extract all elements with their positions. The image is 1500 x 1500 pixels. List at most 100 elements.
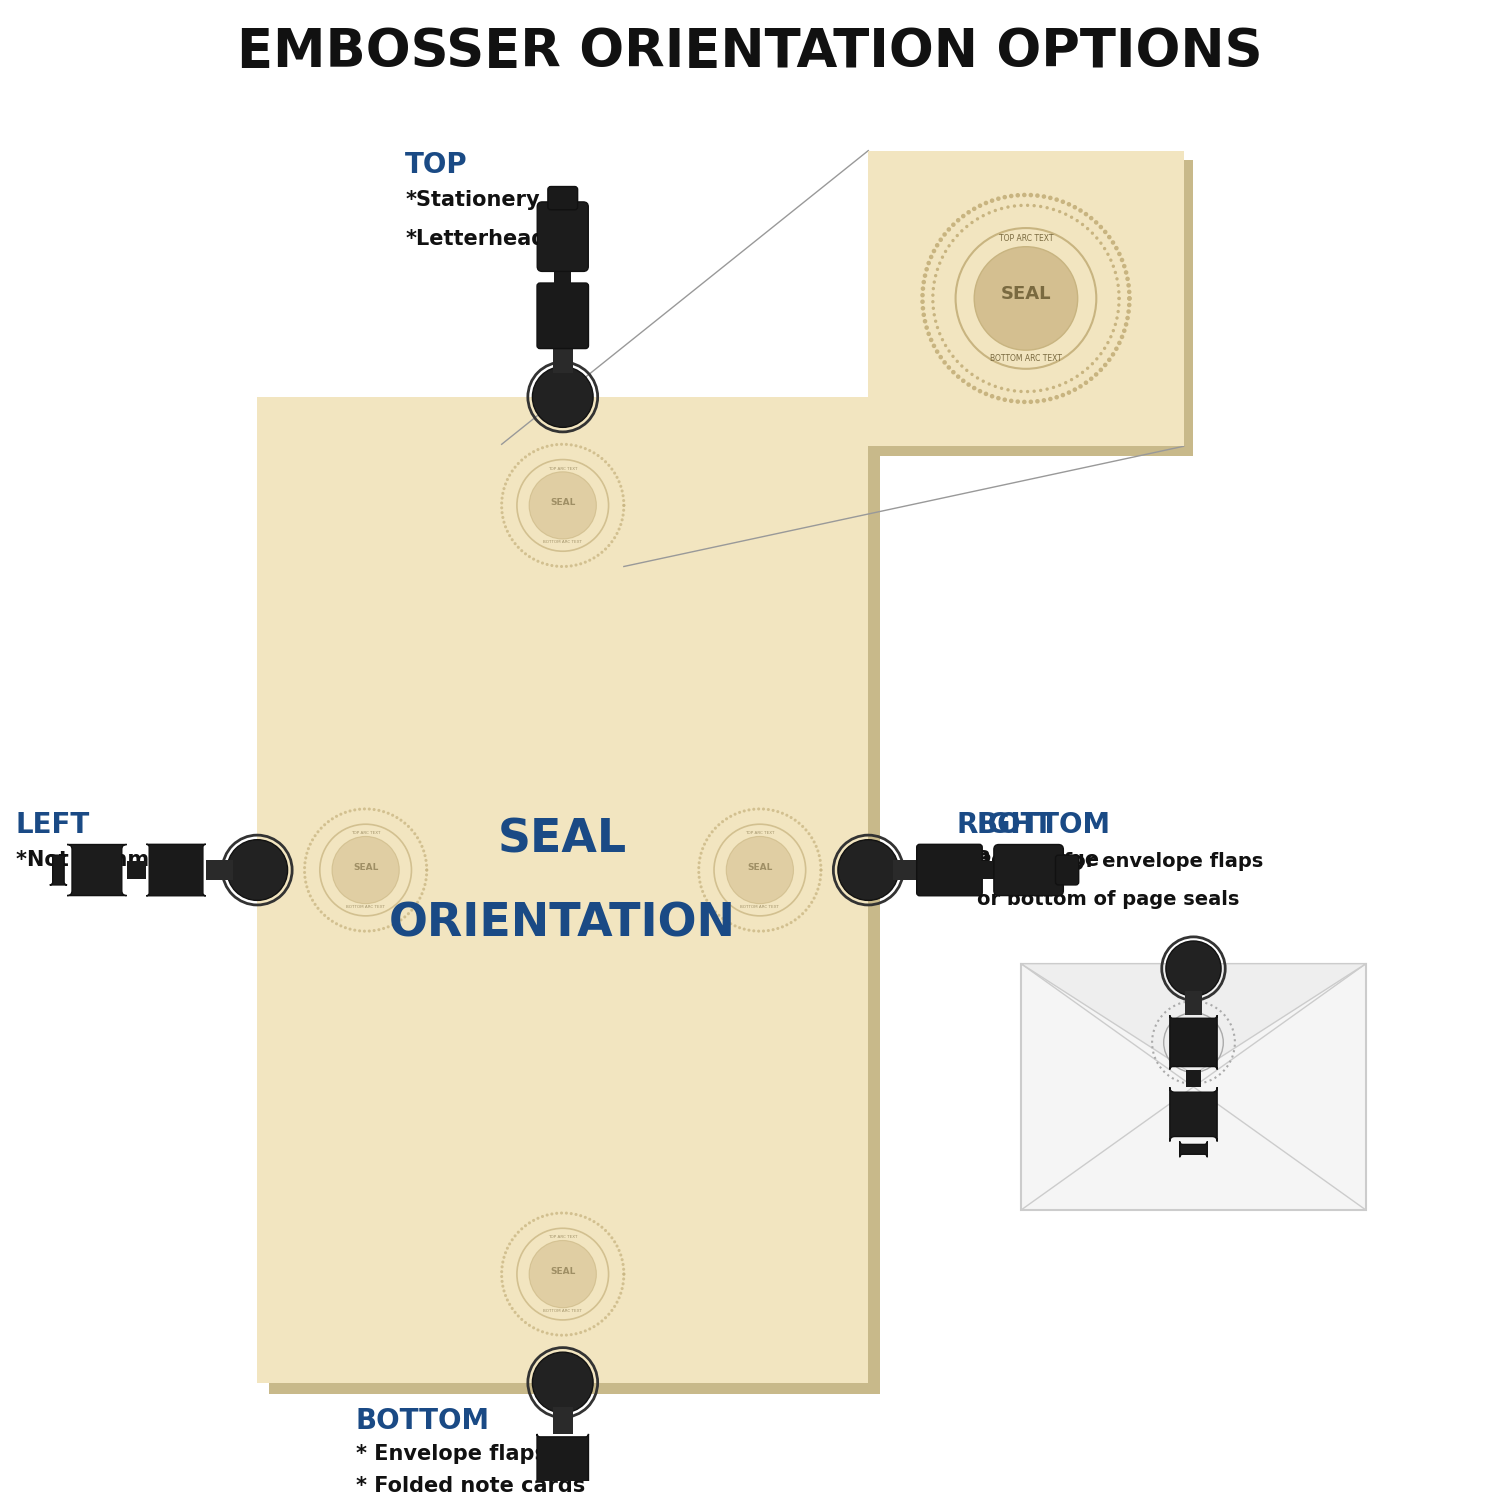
Circle shape	[303, 871, 306, 874]
Bar	[554, 1407, 573, 1434]
Circle shape	[620, 1292, 622, 1294]
Circle shape	[532, 1220, 536, 1222]
Circle shape	[424, 868, 429, 871]
Circle shape	[542, 446, 544, 450]
Circle shape	[698, 871, 700, 874]
Circle shape	[708, 834, 711, 837]
Circle shape	[537, 448, 540, 452]
Circle shape	[537, 1329, 540, 1332]
Bar	[554, 1494, 572, 1500]
Circle shape	[500, 1275, 502, 1278]
Circle shape	[960, 230, 963, 232]
Circle shape	[501, 492, 504, 495]
Circle shape	[404, 822, 406, 825]
Circle shape	[570, 1212, 573, 1215]
Circle shape	[747, 808, 750, 812]
Circle shape	[819, 868, 822, 871]
Circle shape	[387, 926, 390, 928]
Circle shape	[622, 1272, 626, 1275]
Circle shape	[513, 465, 516, 468]
Circle shape	[1064, 213, 1068, 216]
Circle shape	[622, 1278, 626, 1281]
Circle shape	[513, 1234, 516, 1238]
Text: TOP: TOP	[405, 150, 468, 178]
Circle shape	[1016, 194, 1020, 198]
Circle shape	[946, 364, 951, 369]
Circle shape	[352, 808, 357, 812]
Circle shape	[513, 1311, 516, 1314]
Circle shape	[1098, 368, 1102, 372]
Circle shape	[604, 460, 608, 464]
Polygon shape	[1022, 963, 1366, 1074]
Circle shape	[555, 1212, 558, 1215]
Circle shape	[722, 916, 724, 920]
Circle shape	[614, 1240, 616, 1244]
Circle shape	[506, 530, 509, 532]
Circle shape	[588, 1328, 591, 1330]
Circle shape	[621, 513, 624, 516]
Circle shape	[705, 839, 708, 842]
Circle shape	[621, 1282, 624, 1286]
Circle shape	[501, 1266, 504, 1269]
Bar	[1022, 963, 1366, 1210]
Circle shape	[1072, 387, 1077, 392]
Circle shape	[1114, 346, 1119, 351]
Circle shape	[1118, 252, 1122, 257]
Circle shape	[610, 1310, 614, 1312]
Circle shape	[622, 504, 626, 507]
Circle shape	[608, 544, 610, 548]
Circle shape	[520, 1318, 524, 1322]
Text: or bottom of page seals: or bottom of page seals	[976, 890, 1239, 909]
Circle shape	[813, 897, 816, 900]
Circle shape	[1119, 258, 1125, 262]
Circle shape	[597, 1222, 600, 1226]
Circle shape	[1107, 236, 1112, 240]
Circle shape	[592, 452, 596, 454]
Circle shape	[422, 888, 424, 891]
Circle shape	[382, 810, 386, 813]
Circle shape	[1086, 226, 1089, 231]
Circle shape	[610, 540, 614, 543]
Circle shape	[726, 837, 794, 903]
Circle shape	[766, 808, 770, 812]
Circle shape	[1125, 276, 1130, 280]
Circle shape	[1007, 206, 1010, 209]
Circle shape	[546, 1332, 549, 1335]
Circle shape	[382, 927, 386, 930]
Circle shape	[924, 267, 928, 272]
Circle shape	[1082, 370, 1084, 374]
Circle shape	[1066, 390, 1071, 394]
Circle shape	[1126, 296, 1131, 300]
Circle shape	[1119, 334, 1125, 339]
Circle shape	[934, 320, 938, 322]
Circle shape	[537, 1216, 540, 1219]
Circle shape	[332, 837, 399, 903]
Circle shape	[528, 555, 531, 558]
Circle shape	[579, 1330, 582, 1334]
Circle shape	[722, 821, 724, 824]
Circle shape	[622, 1272, 626, 1275]
Circle shape	[1016, 399, 1020, 404]
Circle shape	[308, 847, 310, 850]
Circle shape	[1116, 310, 1120, 314]
Bar	[268, 410, 880, 1395]
Circle shape	[798, 915, 801, 918]
Circle shape	[579, 446, 582, 448]
Circle shape	[1102, 248, 1107, 250]
FancyBboxPatch shape	[1170, 1088, 1216, 1142]
Circle shape	[560, 442, 562, 446]
Circle shape	[396, 816, 399, 819]
Circle shape	[1107, 252, 1110, 257]
Circle shape	[621, 1258, 624, 1262]
Circle shape	[700, 890, 703, 892]
Circle shape	[948, 244, 951, 248]
Circle shape	[520, 549, 524, 552]
Text: Perfect for envelope flaps: Perfect for envelope flaps	[976, 852, 1263, 871]
Circle shape	[560, 1212, 562, 1215]
Circle shape	[1094, 220, 1098, 225]
Circle shape	[981, 380, 986, 382]
Circle shape	[970, 220, 974, 224]
Text: SEAL: SEAL	[1184, 1040, 1203, 1046]
Circle shape	[699, 856, 702, 859]
Circle shape	[501, 1284, 504, 1287]
